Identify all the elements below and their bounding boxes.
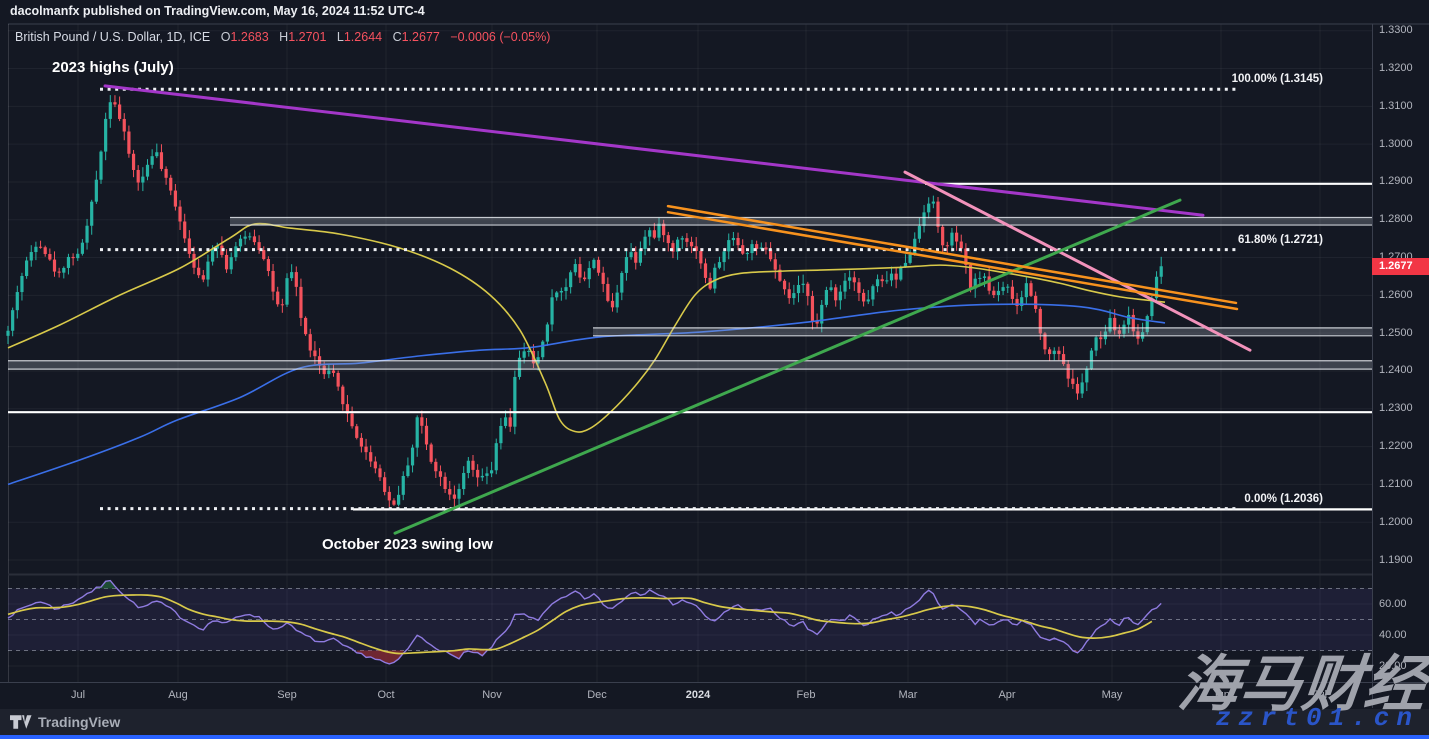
price-change: −0.0006 (−0.05%) [450, 30, 551, 44]
footer-strip: TradingView [0, 709, 1429, 735]
time-axis-label: Feb [796, 689, 816, 701]
ohlc-open-value: 1.2683 [230, 30, 269, 44]
price-axis-label: 1.3100 [1379, 99, 1413, 112]
annotation-2023-highs: 2023 highs (July) [52, 59, 174, 76]
purple-downtrend[interactable] [103, 84, 1205, 217]
symbol-legend: British Pound / U.S. Dollar, 1D, ICE O1.… [15, 30, 550, 44]
tradingview-logo-text: TradingView [38, 714, 121, 730]
ohlc-high-label: H [279, 30, 289, 44]
ohlc-open-label: O [220, 30, 231, 44]
rsi-line [7, 579, 1162, 665]
price-zone-band[interactable] [230, 217, 1372, 226]
time-axis-label: Jun [1212, 689, 1230, 701]
time-axis-label: Jul [1312, 689, 1328, 701]
price-axis-label: 1.3200 [1379, 62, 1413, 74]
price-axis-label: 1.2500 [1379, 326, 1413, 339]
fib-label-0: 0.00% (1.2036) [1244, 492, 1323, 505]
price-zone-band[interactable] [8, 360, 1372, 370]
annotation-october-swing-low: October 2023 swing low [322, 536, 493, 553]
price-axis-label: 1.2800 [1379, 213, 1413, 226]
price-axis-label: 1.2100 [1379, 477, 1413, 490]
time-axis-label: Dec [587, 689, 607, 701]
ohlc-close-value: 1.2677 [401, 30, 440, 44]
time-axis-label: Apr [998, 689, 1016, 701]
ohlc-low-value: 1.2644 [343, 30, 383, 44]
rsi-signal-line [7, 594, 1153, 655]
price-axis-label: 1.2400 [1379, 364, 1413, 377]
price-axis-label: 1.2300 [1379, 402, 1413, 415]
price-axis-label: 1.3000 [1379, 137, 1413, 150]
time-axis-label: Oct [377, 689, 395, 701]
price-axis-label: 1.3300 [1379, 24, 1413, 37]
symbol-title: British Pound / U.S. Dollar, 1D, ICE [15, 30, 211, 44]
time-axis-label: Jul [70, 689, 86, 701]
pink-downtrend[interactable] [903, 170, 1252, 352]
ohlc-high-value: 1.2701 [288, 30, 327, 44]
price-axis-label: 1.2200 [1379, 440, 1413, 453]
green-uptrend[interactable] [393, 198, 1182, 535]
ohlc-close-label: C [392, 30, 402, 44]
price-axis-label: 1.2000 [1379, 515, 1413, 528]
watermark-url: zzrt01.cn [1215, 703, 1419, 733]
bottom-accent-bar [0, 735, 1429, 739]
orange-channel-top[interactable] [666, 204, 1238, 305]
tradingview-logo[interactable]: TradingView [10, 714, 120, 730]
time-axis-label: Sep [277, 689, 297, 701]
ohlc-low-label: L [336, 30, 344, 44]
fib-label-100: 100.00% (1.3145) [1231, 73, 1323, 86]
price-axis-label: 1.2900 [1379, 175, 1413, 188]
publisher-bar-text: dacolmanfx published on TradingView.com,… [10, 4, 425, 18]
time-axis-label: May [1101, 689, 1123, 701]
time-axis-label: 2024 [685, 689, 711, 701]
ma-fast-yellow-line [7, 222, 1166, 433]
time-axis-label: Mar [898, 689, 918, 701]
time-axis-label: Nov [482, 689, 502, 701]
fib-label-618: 61.80% (1.2721) [1237, 233, 1323, 246]
price-axis-label: 1.2600 [1379, 288, 1413, 301]
price-axis-label: 1.1900 [1379, 553, 1413, 566]
rsi-axis-label: 20.00 [1379, 659, 1407, 672]
price-zone-band[interactable] [593, 327, 1372, 336]
rsi-axis-label: 40.00 [1379, 628, 1407, 641]
current-price-badge: 1.2677 [1372, 257, 1429, 275]
time-axis-label: Aug [168, 689, 188, 701]
rsi-axis-label: 60.00 [1379, 597, 1407, 610]
orange-channel-bottom[interactable] [666, 210, 1239, 311]
tradingview-logo-icon [10, 715, 32, 729]
